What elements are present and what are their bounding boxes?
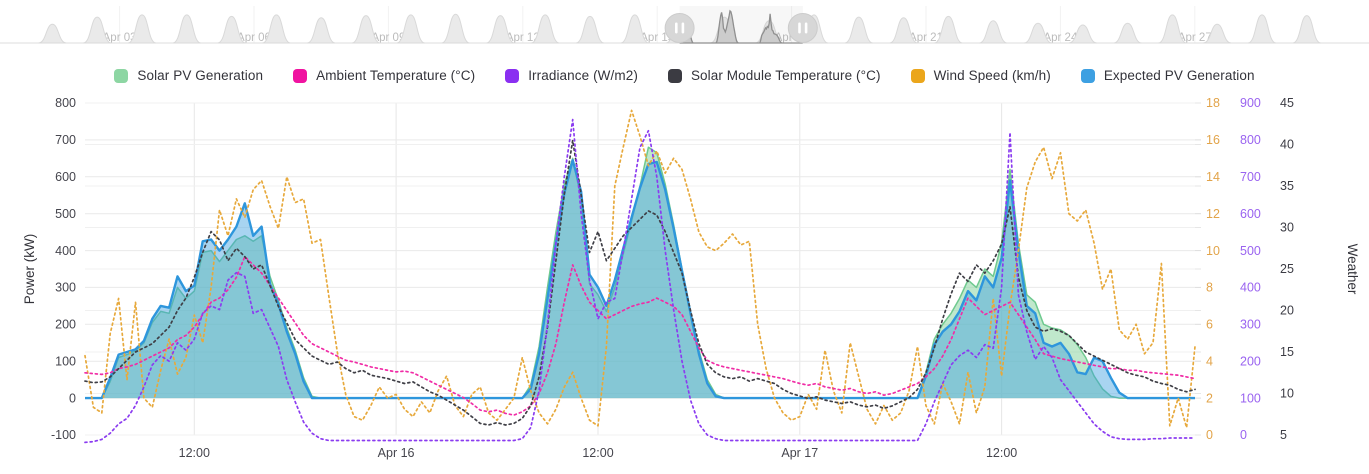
legend-item-2[interactable]: Irradiance (W/m2) [505,68,638,83]
power-axis-tick-label: 600 [55,170,76,184]
plot-area[interactable]: -100010020030040050060070080002468101214… [0,6,1369,460]
power-axis-tick-label: 100 [55,354,76,368]
series-expected-pv-generation-area [85,160,1195,399]
irradiance-axis-tick-label: 300 [1240,318,1261,332]
weather-axis-tick-label: 15 [1280,345,1294,359]
irradiance-axis-tick-label: 0 [1240,428,1247,442]
series-solar-pv-generation-area [85,147,1195,399]
power-axis-tick-label: 0 [69,391,76,405]
legend-item-label: Solar PV Generation [137,68,264,83]
x-axis-tick-label: 12:00 [582,446,613,460]
legend-swatch-icon [910,68,925,83]
power-axis-tick-label: 500 [55,207,76,221]
legend-item-4[interactable]: Wind Speed (km/h) [910,68,1051,83]
power-axis-title: Power (kW) [22,234,37,305]
legend-item-1[interactable]: Ambient Temperature (°C) [293,68,475,83]
weather-axis-tick-label: 40 [1280,138,1294,152]
legend-item-label: Ambient Temperature (°C) [316,68,476,83]
legend-item-label: Solar Module Temperature (°C) [690,68,881,83]
weather-axis-tick-label: 5 [1280,428,1287,442]
irradiance-axis-tick-label: 900 [1240,96,1261,110]
wind-axis-tick-label: 16 [1206,133,1220,147]
irradiance-axis-tick-label: 700 [1240,170,1261,184]
legend-swatch-icon [1080,68,1095,83]
x-axis-tick-label: 12:00 [179,446,210,460]
legend-item-label: Wind Speed (km/h) [933,68,1051,83]
legend-item-5[interactable]: Expected PV Generation [1080,68,1255,83]
weather-axis-title: Weather [1345,244,1360,295]
series-wind-speed-km-h-line [84,109,1196,429]
wind-axis-tick-label: 8 [1206,281,1213,295]
x-axis-tick-label: Apr 17 [781,446,818,460]
legend-swatch-icon [293,68,308,83]
navigator-tick-label: Apr 27 [1178,32,1212,44]
navigator-tick-label: Apr 12 [506,32,540,44]
weather-axis-tick-label: 20 [1280,304,1294,318]
navigator-tick-label: Apr 21 [909,32,943,44]
weather-axis-tick-label: 25 [1280,262,1294,276]
power-axis-tick-label: 300 [55,281,76,295]
irradiance-axis-tick-label: 400 [1240,281,1261,295]
power-axis-tick-label: 400 [55,244,76,258]
wind-axis-tick-label: 0 [1206,428,1213,442]
legend-item-label: Irradiance (W/m2) [528,68,638,83]
weather-axis-tick-label: 10 [1280,387,1294,401]
navigator-tick-label: Apr 06 [237,32,271,44]
legend-item-label: Expected PV Generation [1103,68,1255,83]
weather-axis-tick-label: 30 [1280,221,1294,235]
series-solar-module-temperature-c-line [84,139,1196,426]
power-axis-tick-label: 800 [55,96,76,110]
series-irradiance-w-m2-line [84,118,1196,444]
irradiance-axis-tick-label: 600 [1240,207,1261,221]
wind-axis-tick-label: 12 [1206,207,1220,221]
power-axis-tick-label: -100 [51,428,76,442]
irradiance-axis-tick-label: 800 [1240,133,1261,147]
series-expected-pv-generation-line [85,159,1195,400]
navigator-handle-right[interactable] [787,13,818,43]
navigator-tick-label: Apr 03 [103,32,137,44]
legend-swatch-icon [667,68,682,83]
wind-axis-tick-label: 18 [1206,96,1220,110]
power-axis-tick-label: 200 [55,318,76,332]
wind-axis-tick-label: 10 [1206,244,1220,258]
navigator-handle-left[interactable] [664,13,695,43]
legend-item-3[interactable]: Solar Module Temperature (°C) [667,68,881,83]
navigator-tick-label: Apr 09 [371,32,405,44]
wind-axis-tick-label: 2 [1206,391,1213,405]
x-axis-tick-label: Apr 16 [378,446,415,460]
wind-axis-tick-label: 6 [1206,318,1213,332]
navigator-window[interactable] [679,6,803,43]
weather-axis-tick-label: 35 [1280,179,1294,193]
x-axis-tick-label: 12:00 [986,446,1017,460]
legend-item-0[interactable]: Solar PV Generation [114,68,263,83]
irradiance-axis-tick-label: 500 [1240,244,1261,258]
navigator-tick-label: Apr 24 [1043,32,1077,44]
weather-axis-tick-label: 45 [1280,96,1294,110]
wind-axis-tick-label: 4 [1206,354,1213,368]
wind-axis-tick-label: 14 [1206,170,1220,184]
legend: Solar PV Generation Ambient Temperature (… [0,68,1369,83]
irradiance-axis-tick-label: 100 [1240,391,1261,405]
navigator-tick-label: Apr 15 [640,32,674,44]
legend-swatch-icon [505,68,520,83]
power-axis-tick-label: 700 [55,133,76,147]
legend-swatch-icon [114,68,129,83]
irradiance-axis-tick-label: 200 [1240,354,1261,368]
